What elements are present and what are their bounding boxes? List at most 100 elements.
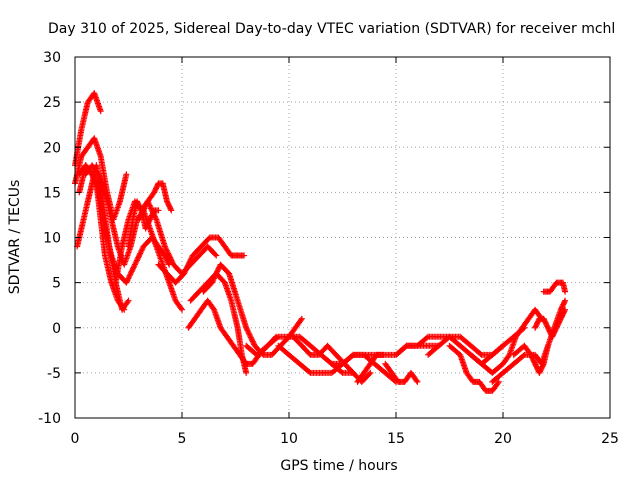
data-point: [149, 208, 156, 215]
data-point: [136, 216, 143, 223]
data-point: [338, 368, 345, 375]
x-tick-label: 20: [494, 431, 512, 447]
y-tick-label: 30: [43, 50, 61, 66]
data-point: [138, 212, 145, 219]
data-point: [164, 249, 171, 256]
data-series: [489, 297, 569, 385]
data-point: [494, 380, 501, 387]
data-point: [184, 263, 191, 270]
data-series: [136, 198, 220, 277]
data-series: [532, 306, 569, 340]
data-point: [130, 264, 137, 271]
data-point: [167, 256, 174, 263]
data-point: [214, 268, 221, 275]
data-point: [186, 259, 193, 266]
data-point: [181, 269, 188, 276]
data-point: [183, 266, 190, 273]
data-point: [168, 207, 175, 214]
data-point: [165, 250, 172, 257]
data-point: [165, 251, 172, 258]
data-point: [181, 270, 188, 277]
data-point: [139, 246, 146, 253]
data-point: [97, 108, 104, 115]
data-point: [250, 340, 257, 347]
data-point: [166, 253, 173, 260]
data-point: [445, 334, 452, 341]
data-point: [163, 246, 170, 253]
data-series: [185, 297, 280, 367]
data-point: [167, 206, 174, 213]
data-point: [214, 267, 221, 274]
x-axis-label: GPS time / hours: [280, 458, 397, 474]
data-point: [146, 201, 153, 208]
data-point: [212, 272, 219, 279]
data-point: [243, 324, 250, 331]
data-point: [135, 253, 142, 260]
data-point: [131, 262, 138, 269]
data-point: [213, 269, 220, 276]
data-point: [243, 369, 250, 376]
data-point: [138, 210, 145, 217]
data-series: [155, 234, 248, 286]
data-point: [137, 249, 144, 256]
data-point: [129, 265, 136, 272]
data-point: [561, 298, 568, 305]
data-point: [249, 337, 256, 344]
data-point: [245, 328, 252, 335]
data-point: [380, 351, 387, 358]
data-point: [402, 343, 409, 350]
data-point: [249, 338, 256, 345]
data-point: [211, 274, 218, 281]
data-point: [477, 350, 484, 357]
data-point: [210, 275, 217, 282]
data-point: [138, 247, 145, 254]
grid: [75, 57, 610, 418]
data-point: [161, 243, 168, 250]
data-series: [187, 270, 250, 376]
data-point: [520, 352, 527, 359]
y-tick-label: 0: [52, 321, 61, 337]
data-point: [137, 213, 144, 220]
data-point: [152, 213, 159, 220]
data-point: [243, 326, 250, 333]
y-tick-label: -5: [47, 366, 61, 382]
data-point: [562, 306, 569, 313]
data-point: [183, 265, 190, 272]
data-point: [145, 199, 152, 206]
data-point: [121, 306, 128, 313]
y-tick-label: 5: [52, 276, 61, 292]
data-point: [423, 334, 430, 341]
data-point: [163, 247, 170, 254]
data-point: [349, 352, 356, 359]
data-point: [274, 334, 281, 341]
data-point: [167, 254, 174, 261]
data-point: [133, 258, 140, 265]
data-point: [146, 202, 153, 209]
y-tick-label: 20: [43, 140, 61, 156]
data-point: [144, 198, 151, 205]
data-point: [185, 260, 192, 267]
data-point: [135, 254, 142, 261]
data-series: [76, 162, 173, 286]
x-tick-label: 0: [71, 431, 80, 447]
data-point: [540, 362, 547, 369]
data-point: [140, 206, 147, 213]
data-point: [212, 251, 219, 258]
data-point: [248, 335, 255, 342]
data-point: [562, 297, 569, 304]
data-point: [178, 305, 185, 312]
data-series: [328, 342, 442, 367]
x-tick-label: 5: [178, 431, 187, 447]
data-point: [124, 276, 131, 283]
data-point: [128, 268, 135, 275]
data-series: [510, 342, 551, 376]
data-point: [120, 305, 127, 312]
data-point: [162, 244, 169, 251]
data-point: [215, 265, 222, 272]
data-points: [72, 90, 569, 394]
data-point: [141, 205, 148, 212]
data-point: [561, 307, 568, 314]
data-point: [127, 271, 134, 278]
